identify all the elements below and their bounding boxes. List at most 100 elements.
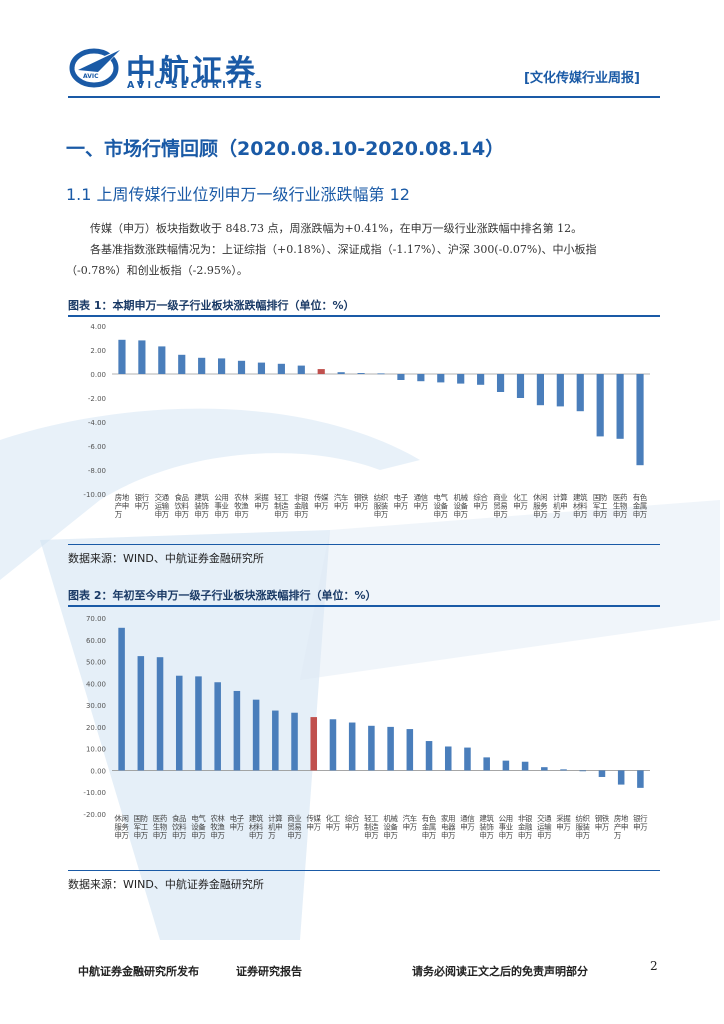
x-category-label: 通信申万 xyxy=(414,492,429,511)
bar-银行申万 xyxy=(637,770,644,788)
y-tick-label: 20.00 xyxy=(86,724,106,732)
y-tick-label: 2.00 xyxy=(90,347,106,355)
x-category-label: 交通运输申万 xyxy=(537,813,552,840)
x-category-label: 钢铁申万 xyxy=(354,492,369,511)
y-tick-label: 70.00 xyxy=(86,615,106,623)
bar-建筑装饰申万 xyxy=(198,357,206,374)
bar-化工申万 xyxy=(329,719,337,771)
bar-休闲服务申万 xyxy=(118,627,125,771)
x-category-label: 建筑装饰申万 xyxy=(194,492,209,519)
bar-计算机申万 xyxy=(272,710,279,771)
bar-农林牧渔申万 xyxy=(237,360,246,374)
bar-非银金融申万 xyxy=(297,365,305,374)
x-category-label: 综合申万 xyxy=(345,813,360,832)
x-category-label: 电气设备申万 xyxy=(434,492,449,519)
header-divider xyxy=(68,96,660,98)
bar-房地产申万 xyxy=(118,339,126,374)
x-category-label: 医药生物申万 xyxy=(153,813,168,840)
x-category-label: 汽车申万 xyxy=(403,813,418,832)
bar-建筑材料申万 xyxy=(252,699,260,771)
x-category-label: 轻工制造申万 xyxy=(364,813,379,840)
y-tick-label: -6.00 xyxy=(88,443,106,451)
y-tick-label: 0.00 xyxy=(90,371,106,379)
x-category-label: 公用事业申万 xyxy=(499,814,514,840)
bar-机械设备申万 xyxy=(387,726,394,771)
bar-交通运输申万 xyxy=(158,346,166,374)
y-tick-label: -10.00 xyxy=(83,789,106,797)
x-category-label: 非银金融申万 xyxy=(294,492,309,519)
bar-汽车申万 xyxy=(337,372,345,374)
x-category-label: 公用事业申万 xyxy=(214,493,229,519)
footer-publisher: 中航证券金融研究所发布 xyxy=(78,965,199,978)
x-category-label: 化工申万 xyxy=(513,492,528,511)
bar-农林牧渔申万 xyxy=(214,682,221,771)
x-category-label: 食品饮料申万 xyxy=(172,813,187,840)
footer-disclaimer: 请务必阅读正文之后的免责声明部分 xyxy=(412,965,588,978)
bar-有色金属申万 xyxy=(425,741,433,771)
y-tick-label: -20.00 xyxy=(83,811,106,819)
x-category-label: 传媒申万 xyxy=(307,813,322,832)
report-category-tag: [文化传媒行业周报] xyxy=(524,71,640,86)
x-category-label: 电气设备申万 xyxy=(191,813,206,840)
x-category-label: 通信申万 xyxy=(460,813,475,832)
bar-商业贸易申万 xyxy=(291,712,298,771)
x-category-label: 休闲服务申万 xyxy=(114,813,129,840)
x-category-label: 综合申万 xyxy=(473,492,488,511)
bar-国防军工申万 xyxy=(596,374,604,437)
bar-公用事业申万 xyxy=(218,358,226,374)
bar-化工申万 xyxy=(516,374,525,398)
bar-电子申万 xyxy=(397,374,405,380)
bar-汽车申万 xyxy=(406,729,414,771)
y-tick-label: -2.00 xyxy=(88,395,106,403)
subsection-title: 1.1 上周传媒行业位列申万一级行业涨跌幅第 12 xyxy=(66,185,410,204)
bar-通信申万 xyxy=(417,374,425,382)
bar-综合申万 xyxy=(477,374,485,385)
x-category-label: 汽车申万 xyxy=(334,492,349,511)
paragraph-benchmark-2: （-0.78%）和创业板指（-2.95%）。 xyxy=(66,264,248,277)
x-category-label: 计算机申万 xyxy=(553,492,568,519)
company-name: 中航证券 xyxy=(126,54,258,89)
bar-有色金属申万 xyxy=(636,374,644,466)
bar-房地产申万 xyxy=(617,770,625,785)
x-category-label: 农林牧渔申万 xyxy=(210,813,225,840)
logo-mark-text: AVIC xyxy=(83,73,99,80)
x-category-label: 商业贸易申万 xyxy=(493,492,508,519)
x-category-label: 商业贸易申万 xyxy=(287,813,302,840)
bar-钢铁申万 xyxy=(357,373,365,374)
bar-采掘申万 xyxy=(257,362,266,374)
bar-传媒申万 xyxy=(317,369,325,374)
bar-国防军工申万 xyxy=(137,656,145,771)
x-category-label: 房地产申万 xyxy=(614,813,629,840)
bar-纺织服装申万 xyxy=(377,373,385,375)
company-logo-mark: AVIC xyxy=(68,44,124,88)
x-category-label: 钢铁申万 xyxy=(595,813,610,832)
figure2-top-rule xyxy=(68,605,660,607)
x-category-label: 休闲服务申万 xyxy=(533,492,548,519)
x-category-label: 农林牧渔申万 xyxy=(234,492,249,519)
bar-综合申万 xyxy=(348,722,356,771)
y-tick-label: 30.00 xyxy=(86,702,106,710)
x-category-label: 有色金属申万 xyxy=(422,813,437,840)
figure2-bottom-rule xyxy=(68,870,660,871)
x-category-label: 食品饮料申万 xyxy=(174,492,189,519)
bar-计算机申万 xyxy=(556,374,564,407)
bar-机械设备申万 xyxy=(457,374,465,384)
bar-交通运输申万 xyxy=(541,767,548,771)
x-category-label: 计算机申万 xyxy=(268,813,283,840)
bar-家用电器申万 xyxy=(444,746,452,771)
page-number: 2 xyxy=(650,959,658,973)
x-category-label: 有色金属申万 xyxy=(633,492,648,519)
y-tick-label: 4.00 xyxy=(90,323,106,331)
x-category-label: 建筑材料申万 xyxy=(249,813,264,840)
y-tick-label: -10.00 xyxy=(83,491,106,499)
x-category-label: 纺织服装申万 xyxy=(576,813,591,840)
bar-休闲服务申万 xyxy=(536,374,544,406)
bar-建筑材料申万 xyxy=(576,374,584,412)
x-category-label: 传媒申万 xyxy=(314,492,329,511)
figure2-title: 图表 2：年初至今申万一级子行业板块涨跌幅排行（单位：%） xyxy=(68,589,377,602)
bar-电气设备申万 xyxy=(195,676,202,771)
x-category-label: 采掘申万 xyxy=(254,492,269,511)
figure2-bar-chart: 70.00 60.00 50.00 40.00 30.00 20.00 10.00 0.00 -… xyxy=(83,615,650,840)
bar-采掘申万 xyxy=(560,769,567,771)
x-category-label: 机械设备申万 xyxy=(453,492,468,519)
